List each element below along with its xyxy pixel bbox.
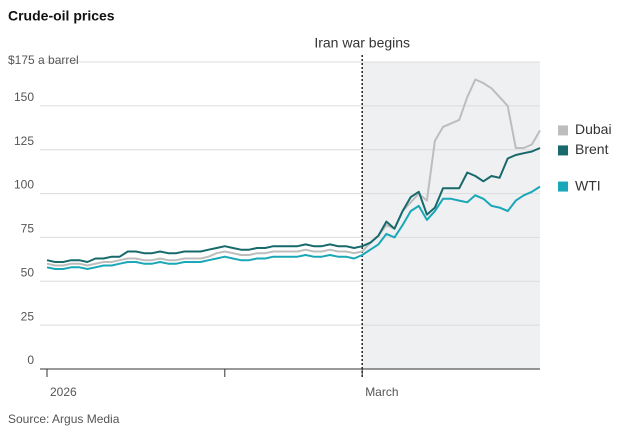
x-tick-label: 2026 — [50, 385, 77, 399]
x-tick-label: March — [365, 385, 398, 399]
legend-swatch — [558, 145, 568, 156]
chart-title: Crude-oil prices — [8, 8, 115, 24]
shaded-region — [362, 62, 540, 369]
y-tick-label: 150 — [14, 90, 34, 104]
y-tick-label: 100 — [14, 178, 34, 192]
legend-label: Brent — [575, 141, 609, 157]
legend-swatch — [558, 125, 568, 136]
legend-swatch — [558, 181, 568, 192]
y-tick-label: 25 — [21, 309, 35, 323]
line-wti — [46, 185, 541, 270]
y-tick-label: 50 — [21, 265, 35, 279]
annotation: Iran war begins — [314, 35, 410, 51]
y-tick-label: 0 — [27, 353, 34, 367]
legend-label: Dubai — [575, 121, 612, 137]
line-brent — [46, 147, 541, 263]
y-tick-label: 125 — [14, 134, 34, 148]
y-tick-label: $175 a barrel — [8, 53, 79, 67]
source: Source: Argus Media — [8, 412, 120, 426]
legend-label: WTI — [575, 177, 601, 193]
y-tick-label: 75 — [21, 222, 35, 236]
line-dubai — [46, 78, 541, 267]
